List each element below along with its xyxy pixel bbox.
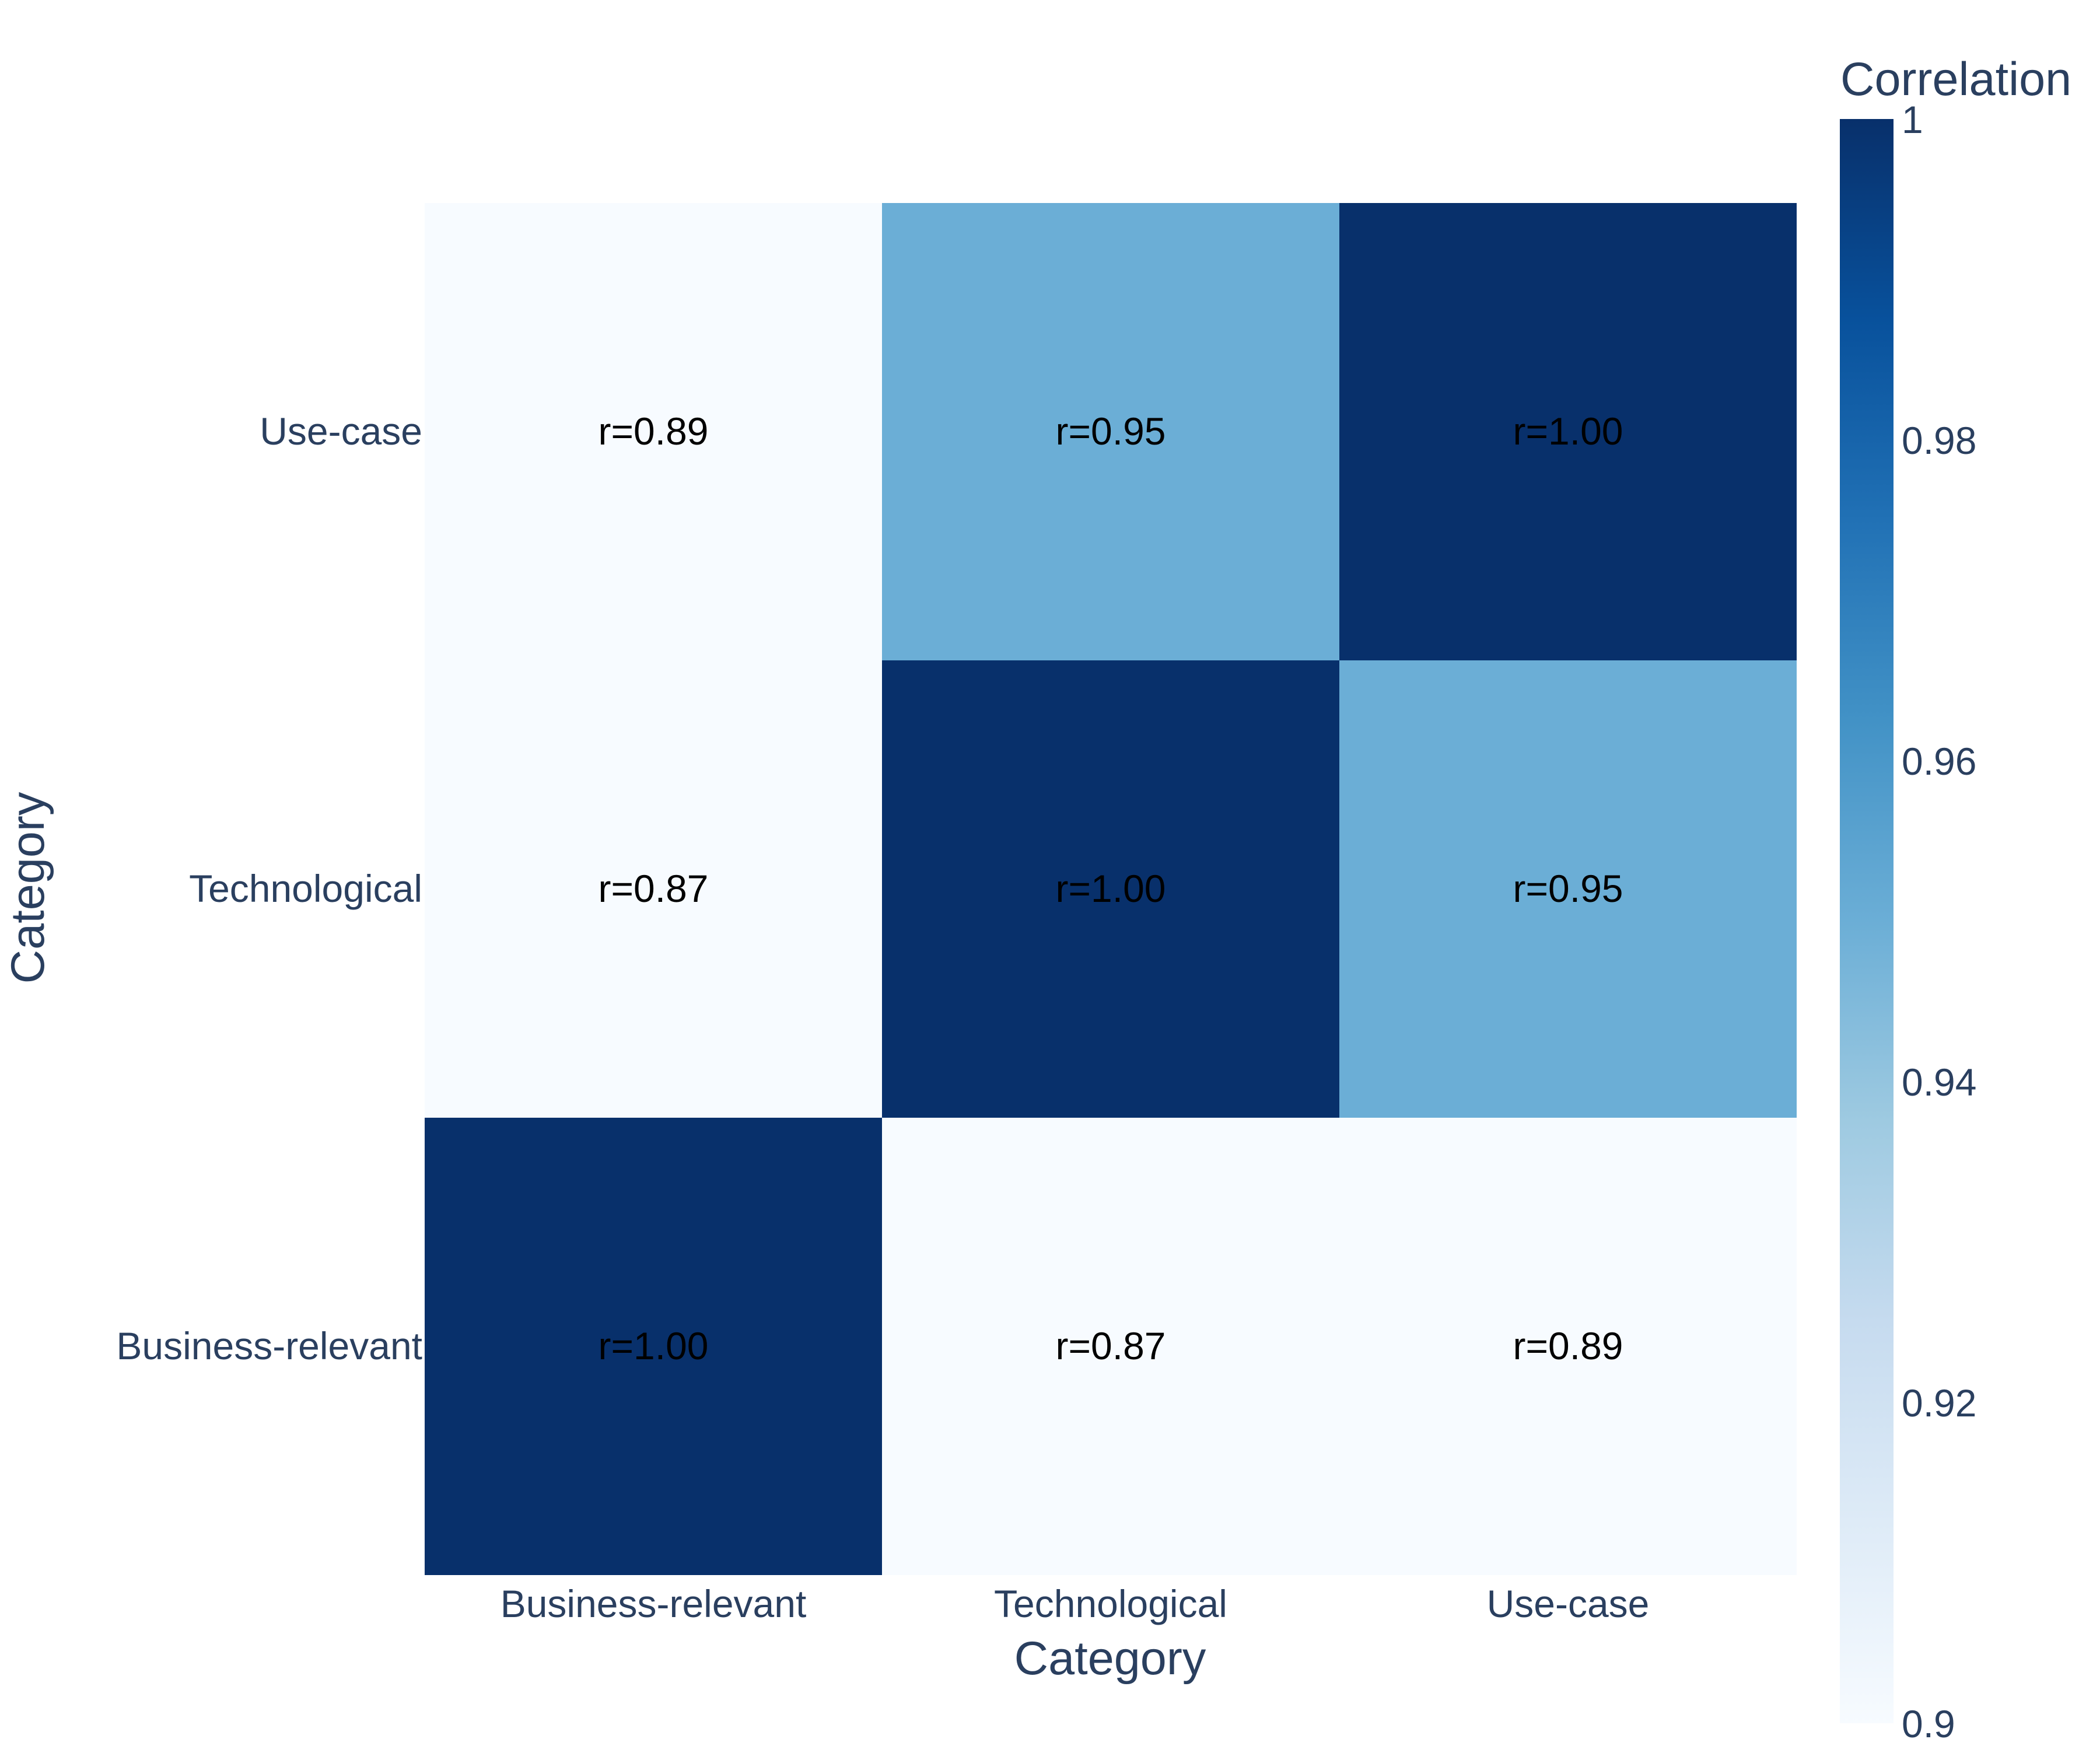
y-tick-label: Use-case — [260, 410, 422, 453]
cell-annotation: r=0.87 — [598, 867, 709, 910]
heatmap-cell-use-case-use-case — [1339, 203, 1797, 660]
cell-annotation: r=1.00 — [598, 1324, 709, 1367]
heatmap-cell-business-relevant-use-case — [1339, 1118, 1797, 1575]
y-axis-tick-labels: Business-relevant Technological Use-case — [116, 410, 422, 1367]
heatmap-cell-use-case-technological — [882, 203, 1339, 660]
colorbar-tick-label: 1 — [1902, 98, 1923, 141]
heatmap-cell-business-relevant-technological — [882, 1118, 1339, 1575]
x-tick-label: Business-relevant — [501, 1582, 807, 1625]
colorbar: Correlation 0.9 0.92 0.94 0.96 0.98 1 — [1840, 53, 2071, 1745]
cell-annotation: r=0.95 — [1056, 410, 1166, 453]
heatmap-cell-technological-business-relevant — [425, 660, 882, 1118]
cell-annotation: r=0.89 — [1513, 1324, 1623, 1367]
heatmap-annotations: r=1.00 r=0.87 r=0.89 r=0.87 r=1.00 r=0.95 r=0.… — [598, 410, 1623, 1367]
heatmap-cell-technological-use-case — [1339, 660, 1797, 1118]
cell-annotation: r=0.95 — [1513, 867, 1623, 910]
y-axis-title: Category — [2, 792, 54, 984]
colorbar-tick-labels: 0.9 0.92 0.94 0.96 0.98 1 — [1902, 98, 1976, 1745]
y-tick-label: Business-relevant — [116, 1324, 422, 1367]
x-tick-label: Use-case — [1487, 1582, 1650, 1625]
cell-annotation: r=0.89 — [598, 410, 709, 453]
colorbar-tick-label: 0.94 — [1902, 1061, 1976, 1104]
colorbar-tick-label: 0.92 — [1902, 1381, 1976, 1425]
heatmap-cells — [425, 203, 1797, 1575]
y-tick-label: Technological — [189, 867, 422, 910]
heatmap-cell-use-case-business-relevant — [425, 203, 882, 660]
heatmap-cell-business-relevant-business-relevant — [425, 1118, 882, 1575]
colorbar-tick-label: 0.98 — [1902, 419, 1976, 462]
x-axis-title: Category — [1014, 1632, 1206, 1685]
colorbar-gradient — [1840, 119, 1894, 1723]
colorbar-tick-label: 0.96 — [1902, 740, 1976, 783]
colorbar-title: Correlation — [1840, 53, 2071, 106]
x-tick-label: Technological — [994, 1582, 1227, 1625]
cell-annotation: r=1.00 — [1513, 410, 1623, 453]
x-axis-tick-labels: Business-relevant Technological Use-case — [501, 1582, 1650, 1625]
colorbar-tick-label: 0.9 — [1902, 1702, 1955, 1745]
cell-annotation: r=0.87 — [1056, 1324, 1166, 1367]
heatmap-cell-technological-technological — [882, 660, 1339, 1118]
cell-annotation: r=1.00 — [1056, 867, 1166, 910]
